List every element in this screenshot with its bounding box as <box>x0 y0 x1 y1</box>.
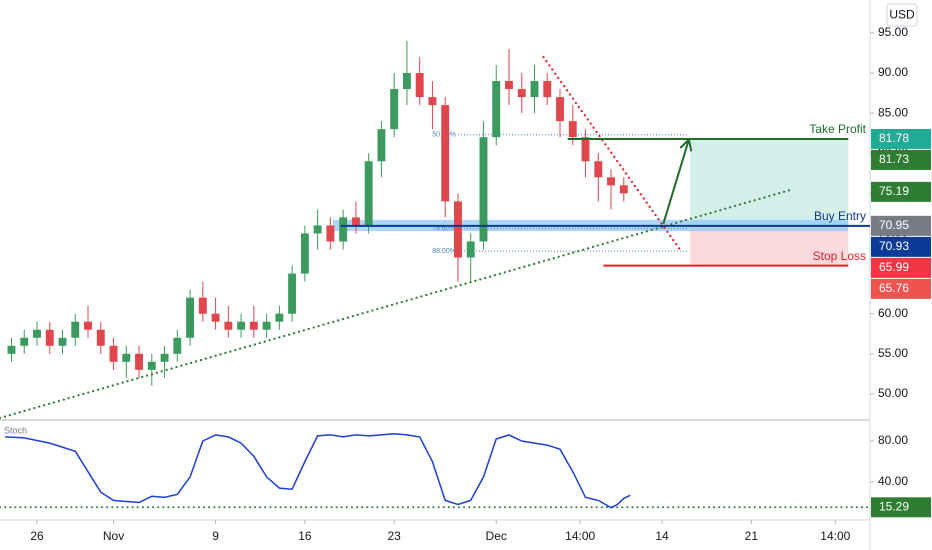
candle-body <box>530 81 539 98</box>
price-badge-label: 81.78 <box>879 131 909 145</box>
price-badge <box>871 236 931 257</box>
stoch-line <box>5 433 631 509</box>
price-badge <box>871 278 931 299</box>
candle-body <box>275 313 284 322</box>
x-tick-label: Dec <box>486 529 507 543</box>
trade-level-label: Take Profit <box>809 122 866 136</box>
candle-body <box>173 337 182 354</box>
fib-label: 88.00% <box>432 248 456 255</box>
x-tick-label: 14 <box>655 529 669 543</box>
price-badge-label: 70.95 <box>879 218 909 232</box>
candle-body <box>58 337 67 346</box>
price-badge <box>871 149 931 170</box>
price-badge-label: 65.99 <box>879 260 909 274</box>
candle-body <box>288 273 297 314</box>
candle-body <box>45 329 54 346</box>
candle-body <box>568 121 577 138</box>
price-badge <box>871 215 931 236</box>
price-badge-label: 81.73 <box>879 152 909 166</box>
x-tick-label: 14:00 <box>565 529 595 543</box>
fib-label: 78.60% <box>432 225 456 232</box>
price-badge-label: 70.93 <box>879 239 909 253</box>
price-badge-label: 65.76 <box>879 281 909 295</box>
candle-body <box>543 81 552 98</box>
candle-body <box>517 89 526 98</box>
candle-body <box>377 129 386 162</box>
stoch-tick-label: 80.00 <box>878 433 908 447</box>
price-badge-label: 75.19 <box>879 184 909 198</box>
candle-body <box>313 225 322 234</box>
x-tick-label: 21 <box>745 529 759 543</box>
loss-zone <box>690 225 849 266</box>
candle-body <box>84 321 92 330</box>
currency: USD <box>889 8 915 22</box>
currency-box[interactable] <box>886 3 918 27</box>
candle-body <box>237 321 246 330</box>
resistance-line <box>542 55 682 251</box>
x-tick-label: 23 <box>387 529 401 543</box>
y-tick-label: 50.00 <box>878 386 908 400</box>
x-tick-label: 16 <box>298 529 312 543</box>
candle-body <box>581 137 590 162</box>
candle-body <box>556 97 564 122</box>
candle-body <box>262 321 271 330</box>
stoch-tick-label: 40.00 <box>878 474 908 488</box>
candle-body <box>224 321 233 330</box>
candle-body <box>492 81 501 138</box>
candle-body <box>351 217 360 226</box>
arrow <box>662 139 690 225</box>
trade-level-label: Buy Entry <box>814 209 866 223</box>
candle-body <box>594 161 603 178</box>
candle-body <box>415 73 424 98</box>
candle-body <box>20 337 29 346</box>
candle-body <box>441 105 450 202</box>
candle-body <box>428 97 437 106</box>
stoch-label: Stoch <box>4 425 27 435</box>
y-tick-label: 95.00 <box>878 25 908 39</box>
candle-body <box>33 329 41 338</box>
candle-body <box>96 329 105 346</box>
candle-body <box>249 321 258 330</box>
candle-body <box>339 217 348 242</box>
stoch-badge-label: 15.29 <box>879 499 909 513</box>
candle-body <box>71 321 80 338</box>
y-tick-label: 85.00 <box>878 105 908 119</box>
candle-body <box>390 89 399 130</box>
y-tick-label: 55.00 <box>878 346 908 360</box>
trendline <box>0 189 791 420</box>
y-tick-label: 90.00 <box>878 65 908 79</box>
candle-body <box>607 177 615 186</box>
candle-body <box>186 297 195 338</box>
candle-body <box>198 297 207 314</box>
candle-body <box>479 137 488 242</box>
candle-body <box>364 161 373 226</box>
candle-body <box>300 233 309 274</box>
y-tick-label: 60.00 <box>878 306 908 320</box>
candle-body <box>160 353 169 362</box>
price-badge <box>871 181 931 202</box>
candle-body <box>109 345 118 362</box>
x-tick-label: 14:00 <box>820 529 850 543</box>
price-badge <box>871 128 931 149</box>
candle-body <box>211 313 220 322</box>
candle-body <box>505 81 513 90</box>
candle-body <box>466 241 475 258</box>
x-tick-label: 9 <box>212 529 219 543</box>
candle-body <box>454 201 462 258</box>
price-badge <box>871 257 931 278</box>
candle-body <box>147 361 156 370</box>
candle-body <box>402 73 411 90</box>
x-tick-label: 26 <box>30 529 44 543</box>
candle-body <box>619 185 628 194</box>
candle-body <box>7 345 16 354</box>
trade-level-label: Stop Loss <box>813 249 866 263</box>
candle-body <box>122 353 131 362</box>
arrow-head <box>679 137 693 152</box>
x-tick-label: Nov <box>103 529 124 543</box>
candle-body <box>135 353 144 370</box>
candle-body <box>326 225 335 242</box>
stoch-badge <box>871 497 931 518</box>
